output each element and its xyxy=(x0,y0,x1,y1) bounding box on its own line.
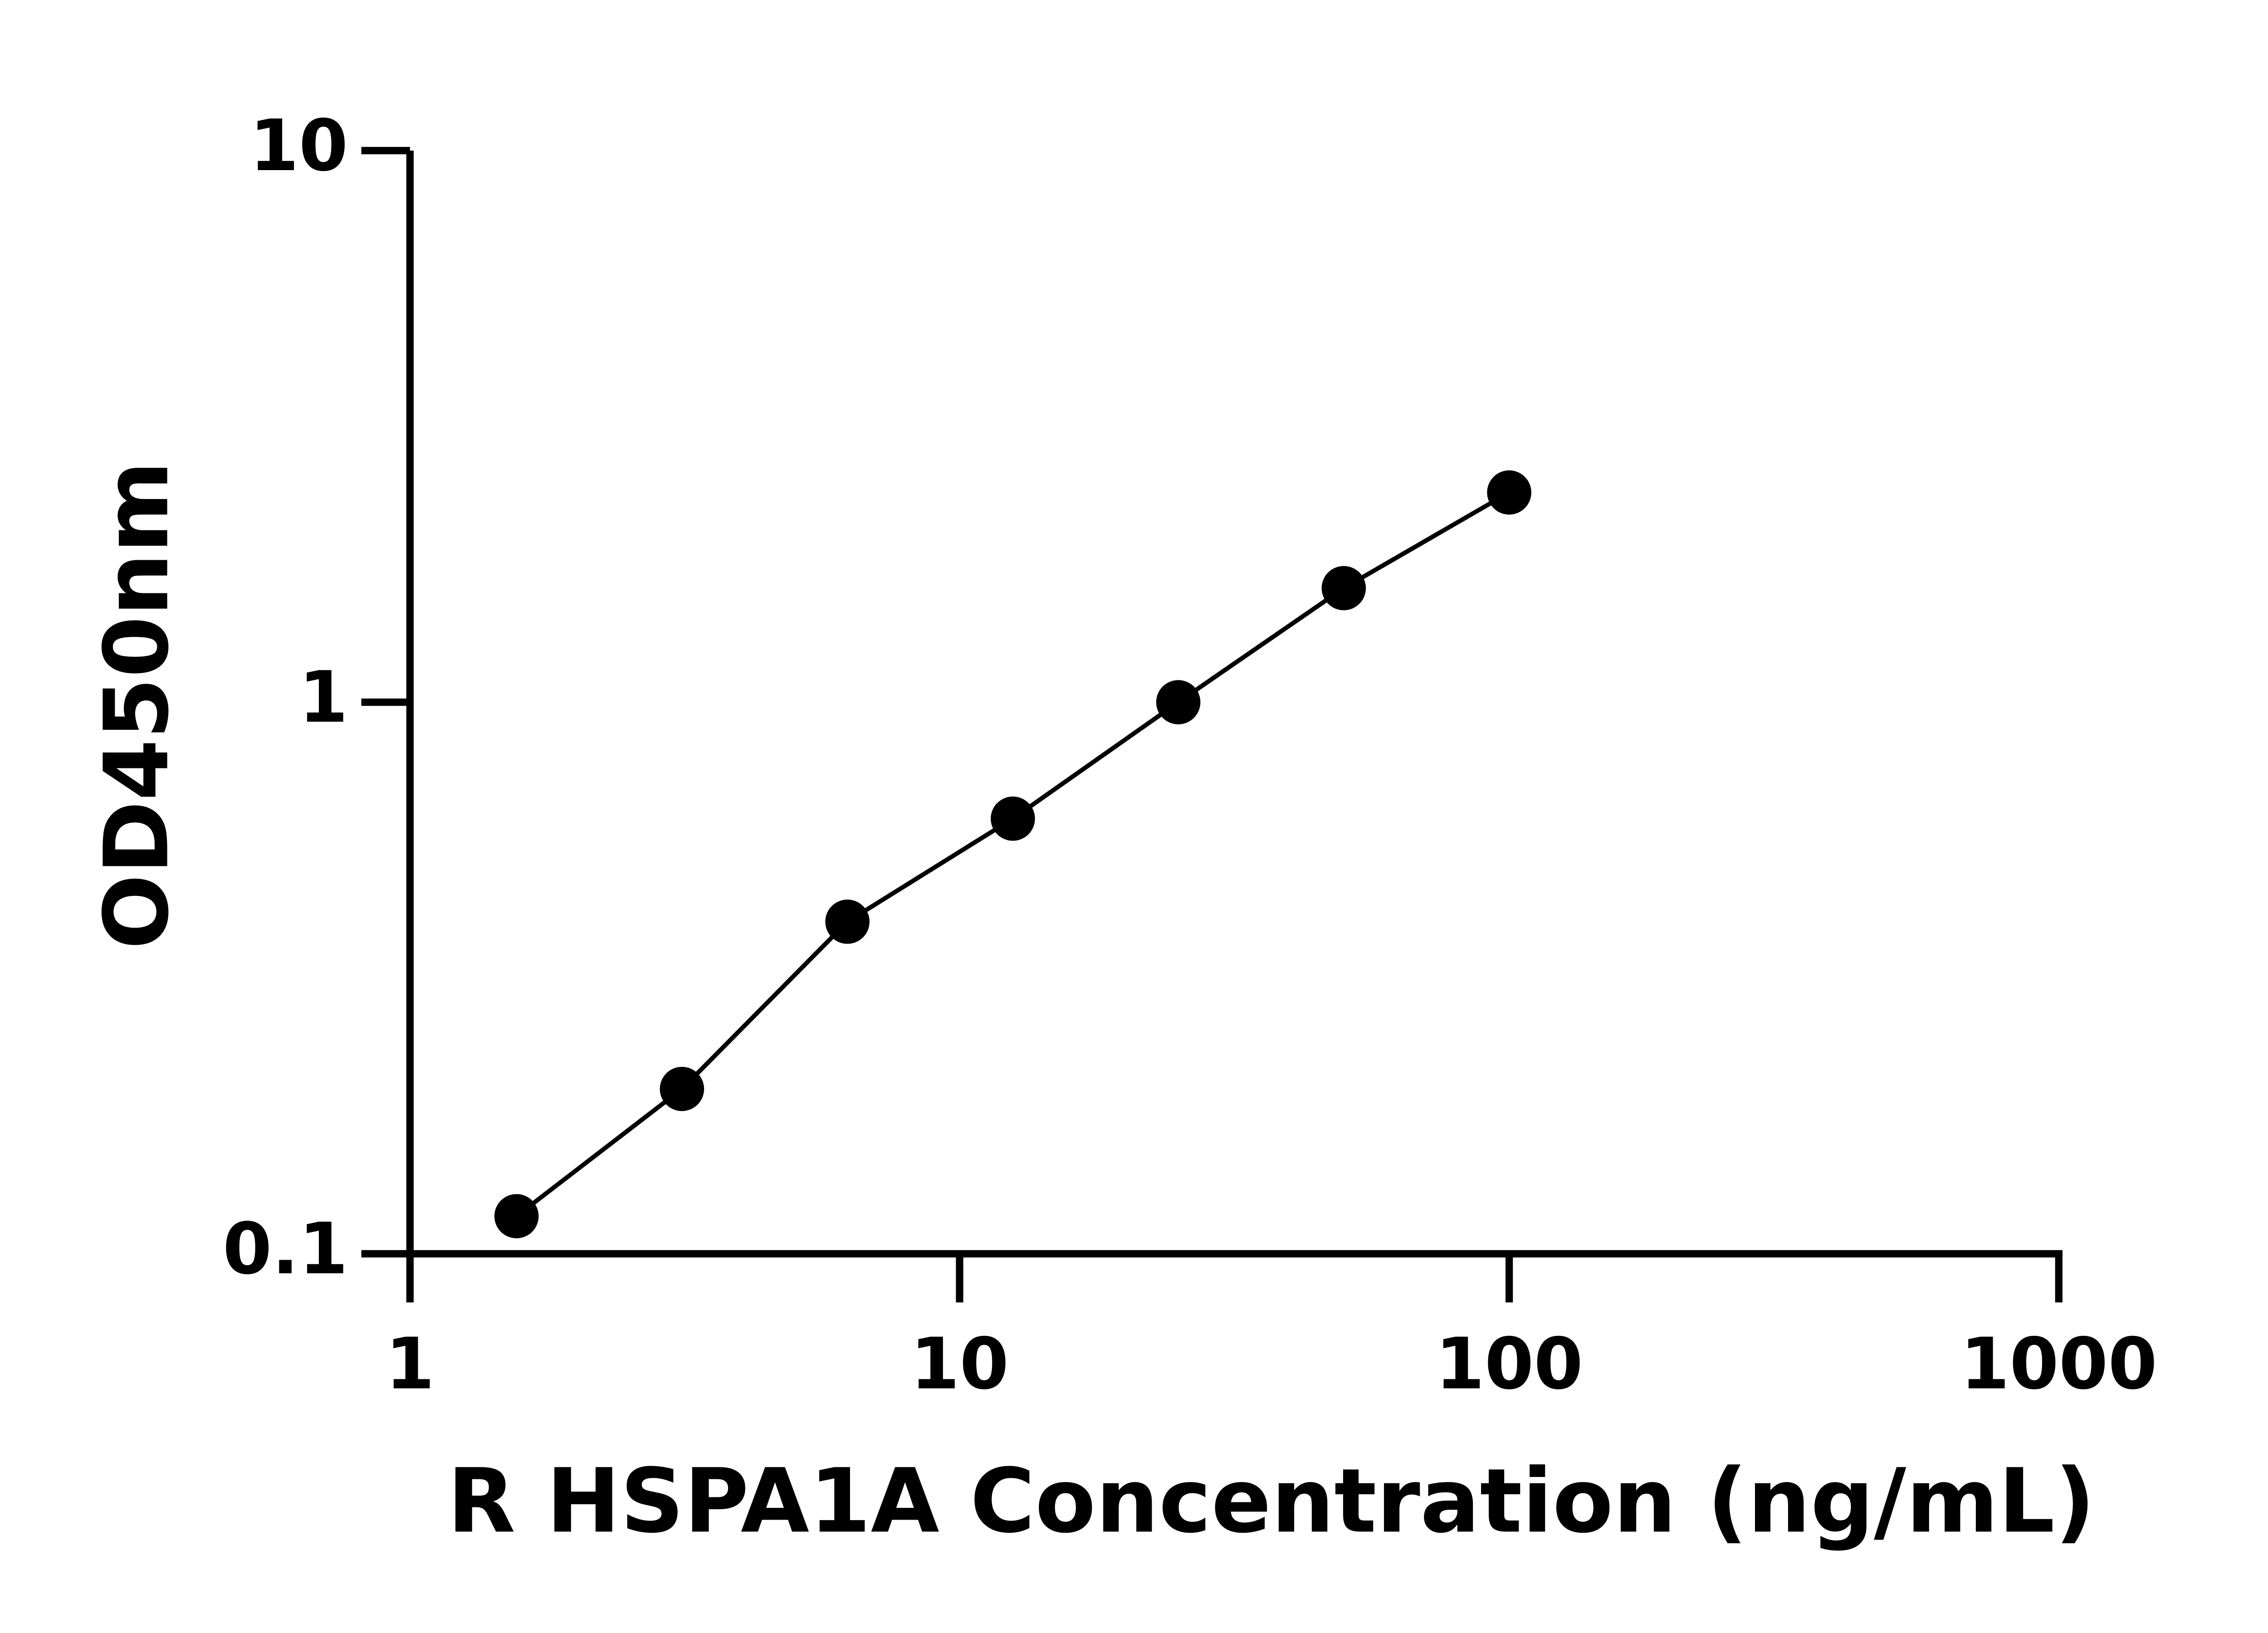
data-point xyxy=(494,1194,539,1238)
x-tick-label: 100 xyxy=(1435,1323,1583,1405)
data-point xyxy=(1156,680,1201,724)
y-tick-label: 10 xyxy=(249,104,348,187)
data-point xyxy=(991,796,1035,841)
data-point xyxy=(1321,566,1366,611)
data-point xyxy=(825,900,870,944)
x-tick-label: 1000 xyxy=(1960,1323,2157,1405)
y-tick-label: 0.1 xyxy=(223,1208,348,1290)
x-tick-label: 10 xyxy=(910,1323,1009,1405)
x-axis-title: R HSPA1A Concentration (ng/mL) xyxy=(447,1450,2095,1553)
y-axis-title: OD450nm xyxy=(86,461,189,949)
y-tick-label: 1 xyxy=(299,656,348,738)
data-point xyxy=(1487,470,1531,515)
data-point xyxy=(660,1066,704,1111)
x-tick-label: 1 xyxy=(386,1323,435,1405)
